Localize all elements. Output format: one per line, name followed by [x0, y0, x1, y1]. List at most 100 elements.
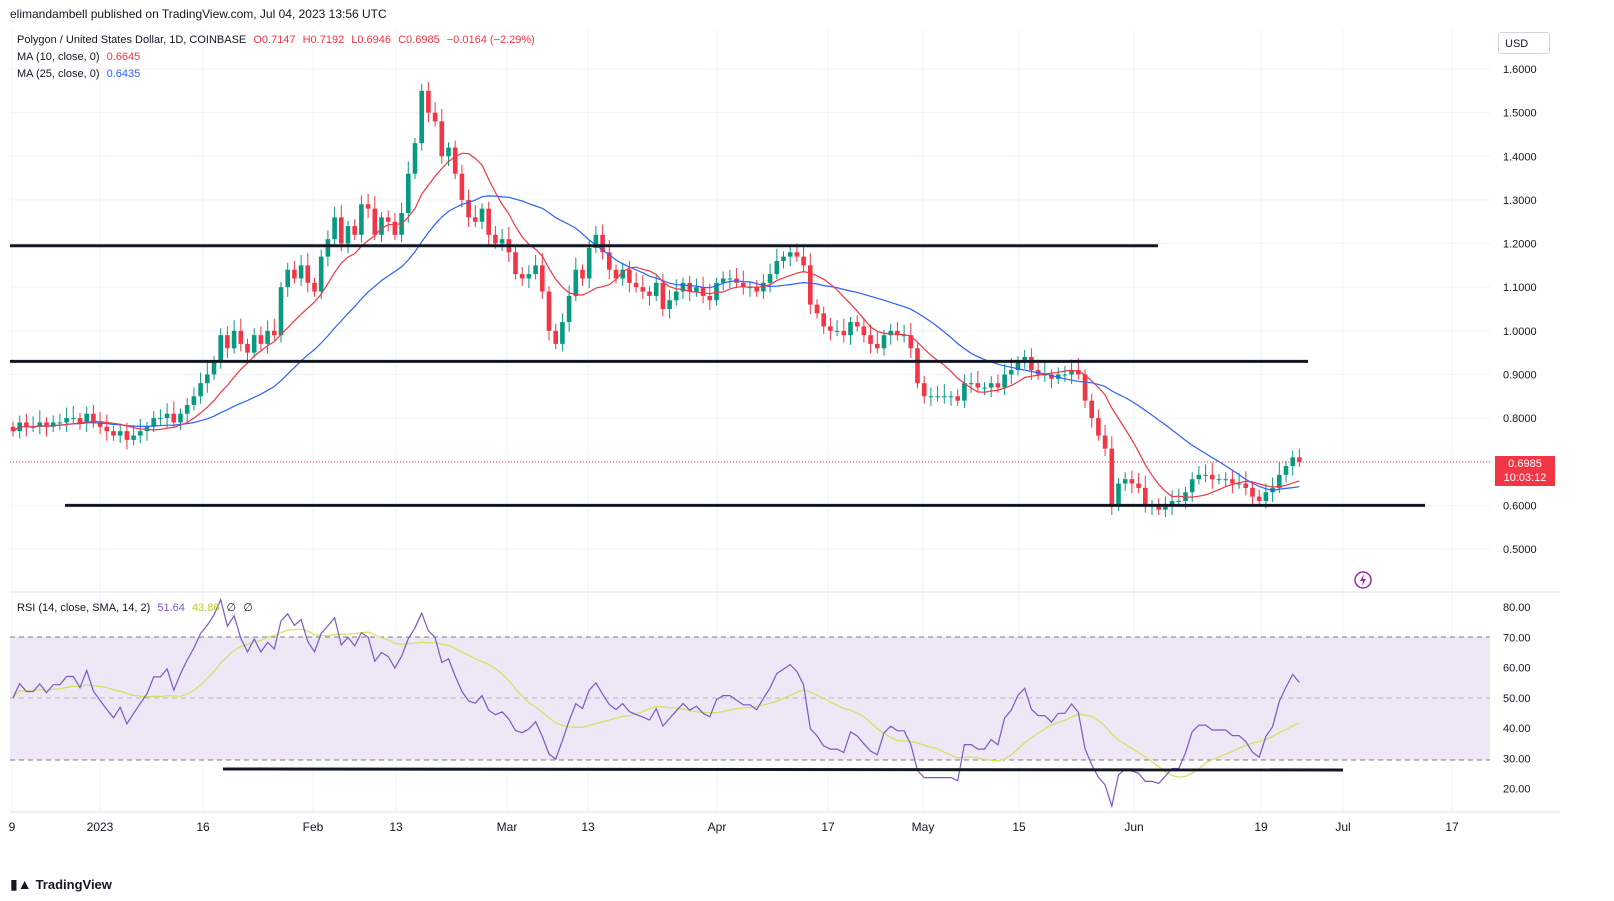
candle-body — [318, 256, 324, 292]
rsi-value: 51.64 — [157, 602, 185, 614]
candle-body — [1062, 374, 1068, 376]
candle-body — [24, 422, 29, 427]
price-tick-label: 0.8000 — [1503, 413, 1537, 425]
tradingview-logo[interactable]: ▮▲ TradingView — [10, 876, 112, 893]
candle-body — [1243, 483, 1249, 488]
candle-body — [553, 330, 558, 344]
tv-brand-text: TradingView — [35, 877, 112, 892]
candle-body — [895, 330, 900, 336]
candle-body — [1042, 374, 1048, 376]
rsi-tick-label: 80.00 — [1503, 602, 1531, 614]
candle-body — [787, 252, 793, 257]
candle-body — [171, 413, 177, 423]
candle-body — [1116, 483, 1121, 506]
candle-body — [828, 326, 833, 331]
candle-body — [955, 396, 960, 401]
candle-body — [848, 322, 853, 336]
time-tick-label: 17 — [821, 820, 835, 834]
candle-body — [124, 431, 130, 440]
candle-body — [164, 413, 170, 419]
candle-body — [841, 330, 847, 336]
candle-body — [1283, 466, 1289, 475]
candle-body — [600, 234, 605, 253]
ohlc-high: H0.7192 — [302, 34, 345, 46]
ma25-legend[interactable]: MA (25, close, 0) 0.6435 — [17, 68, 144, 80]
rsi-legend[interactable]: RSI (14, close, SMA, 14, 2) 51.64 43.86 … — [17, 601, 257, 614]
candle-body — [580, 269, 585, 279]
candle-body — [647, 291, 652, 296]
time-tick-label: 19 — [1254, 820, 1268, 834]
candle-body — [948, 396, 954, 398]
candle-body — [10, 426, 16, 432]
candle-body — [533, 265, 538, 275]
candle-body — [995, 383, 1001, 388]
candle-body — [687, 282, 692, 292]
ma10-legend[interactable]: MA (10, close, 0) 0.6645 — [17, 51, 144, 63]
flash-icon[interactable] — [1354, 571, 1372, 589]
candle-body — [44, 422, 49, 427]
candle-body — [1122, 479, 1128, 484]
price-tick-label: 0.6000 — [1503, 500, 1537, 512]
candle-body — [258, 335, 264, 344]
candle-body — [292, 269, 297, 279]
currency-button[interactable]: USD — [1498, 32, 1550, 54]
candle-body — [298, 265, 304, 279]
candle-body — [211, 361, 217, 375]
candle-body — [158, 418, 163, 420]
candle-body — [834, 330, 840, 332]
ma10-value: 0.6645 — [106, 51, 141, 63]
candle-body — [888, 330, 893, 336]
candle-body — [117, 431, 123, 436]
price-tick-label: 1.6000 — [1503, 64, 1537, 76]
ohlc-change: −0.0164 (−2.29%) — [446, 34, 535, 46]
rsi-tick-label: 60.00 — [1503, 663, 1531, 675]
time-tick-label: Feb — [303, 820, 324, 834]
time-tick-label: 13 — [581, 820, 595, 834]
candle-body — [1096, 418, 1101, 436]
candle-body — [593, 234, 599, 248]
candle-body — [1049, 374, 1054, 379]
candle-body — [352, 226, 357, 235]
candle-body — [526, 274, 532, 279]
candle-body — [493, 234, 498, 244]
candle-body — [97, 422, 103, 427]
candle-body — [808, 265, 813, 305]
candle-body — [1109, 448, 1115, 506]
candle-body — [1277, 474, 1282, 488]
candle-body — [962, 383, 967, 401]
candle-body — [385, 217, 391, 222]
candle-body — [607, 252, 612, 270]
candle-body — [915, 348, 920, 384]
rsi-axis: 80.00 70.00 60.00 50.00 40.00 30.00 20.00 — [1503, 602, 1531, 796]
symbol-title[interactable]: Polygon / United States Dollar, 1D, COIN… — [17, 34, 247, 46]
candle-body — [694, 287, 699, 292]
candle-body — [77, 418, 83, 423]
rsi-tick-label: 50.00 — [1503, 693, 1531, 705]
price-tick-label: 1.2000 — [1503, 239, 1537, 251]
price-tick-label: 0.9000 — [1503, 369, 1537, 381]
candle-body — [91, 413, 96, 423]
price-tick-label: 1.1000 — [1503, 282, 1537, 294]
candle-body — [245, 343, 250, 353]
candle-body — [198, 383, 203, 397]
candle-body — [540, 265, 545, 292]
candle-body — [1263, 492, 1269, 501]
candle-body — [640, 287, 646, 292]
rsi-tick-label: 70.00 — [1503, 632, 1531, 644]
candle-body — [225, 335, 230, 349]
last-price-value: 0.6985 — [1508, 458, 1542, 470]
countdown-timer: 10:03:12 — [1503, 472, 1547, 484]
candle-body — [412, 143, 418, 174]
candle-body — [1015, 361, 1021, 371]
candle-body — [942, 396, 947, 398]
candle-body — [560, 322, 565, 344]
candle-body — [50, 422, 56, 427]
candle-body — [908, 335, 914, 349]
candle-body — [499, 239, 505, 244]
candle-body — [473, 217, 478, 222]
candle-body — [71, 418, 76, 420]
candle-body — [1297, 457, 1302, 462]
ma10-label: MA (10, close, 0) — [17, 51, 100, 63]
time-tick-label: 16 — [196, 820, 210, 834]
